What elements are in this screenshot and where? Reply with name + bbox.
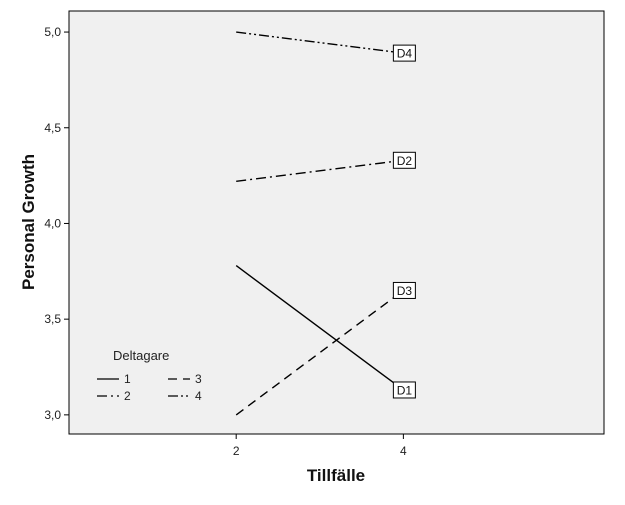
- end-label-text: D2: [397, 154, 413, 168]
- series-line-1: [235, 265, 404, 391]
- legend-label: 2: [124, 389, 131, 403]
- legend-entry-4: 4: [168, 389, 202, 403]
- y-axis-title: Personal Growth: [19, 154, 38, 290]
- series-line-2: [236, 159, 404, 182]
- end-label-text: D4: [397, 47, 413, 61]
- end-label-1: D1: [392, 381, 416, 399]
- end-label-box: [392, 151, 416, 169]
- legend-title: Deltagare: [113, 348, 169, 363]
- end-label-text: D3: [397, 284, 413, 298]
- plot-area: [68, 10, 605, 435]
- legend-label: 3: [195, 372, 202, 386]
- y-tick-label: 5,0: [44, 25, 61, 39]
- legend: Deltagare 1 2 3 4: [97, 348, 202, 403]
- x-tick-label: 2: [233, 444, 240, 458]
- legend-label: 1: [124, 372, 131, 386]
- end-label-box: [392, 381, 416, 399]
- x-axis-title: Tillfälle: [307, 466, 365, 485]
- y-tick-label: 4,0: [44, 216, 61, 230]
- y-tick-label: 4,5: [44, 121, 61, 135]
- y-axis: 3,0 3,5 4,0 4,5 5,0: [44, 25, 69, 422]
- end-label-box: [392, 44, 416, 62]
- end-label-text: D1: [397, 383, 413, 397]
- legend-label: 4: [195, 389, 202, 403]
- y-tick-label: 3,0: [44, 408, 61, 422]
- series-line-4: [236, 31, 404, 54]
- series-line-3: [235, 289, 404, 416]
- legend-entry-1: 1: [97, 372, 131, 386]
- end-label-2: D2: [392, 151, 416, 169]
- legend-entry-2: 2: [97, 389, 131, 403]
- end-label-box: [392, 281, 416, 299]
- y-tick-label: 3,5: [44, 312, 61, 326]
- end-label-3: D3: [392, 281, 416, 299]
- end-label-4: D4: [392, 44, 416, 62]
- series-layer: D1 D2 D3 D4: [235, 31, 416, 416]
- x-tick-label: 4: [400, 444, 407, 458]
- legend-entry-3: 3: [168, 372, 202, 386]
